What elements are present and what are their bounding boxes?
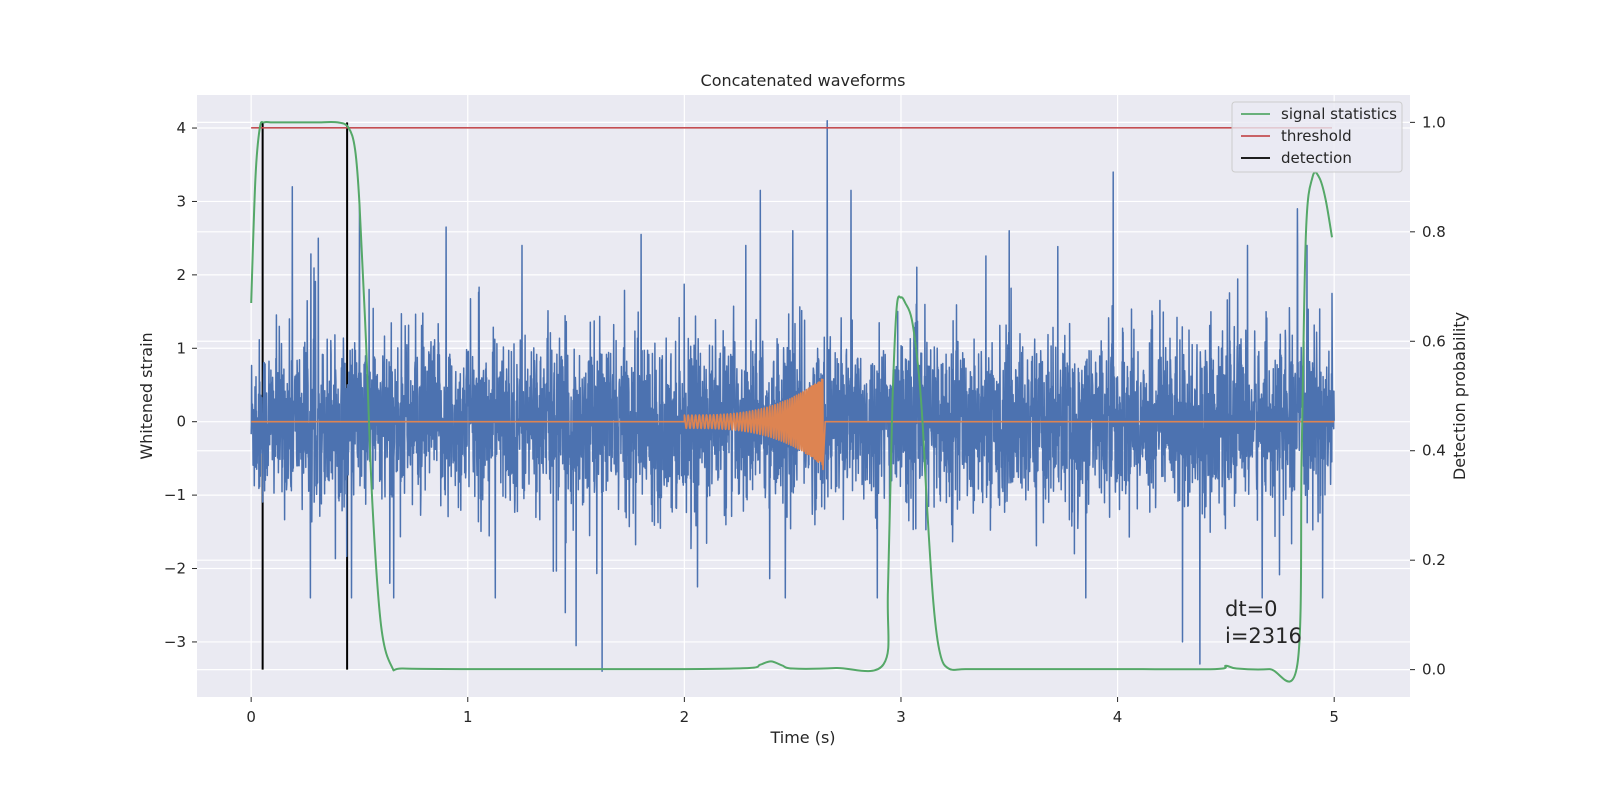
signal-statistics-line [250, 121, 1333, 683]
x-tick-label-1: 1 [463, 708, 473, 726]
annotation-index: i=2316 [1225, 624, 1302, 648]
y-tick-label-3: 0 [176, 413, 186, 431]
y2-axis-label: Detection probability [1450, 312, 1469, 480]
annotation-dt: dt=0 [1225, 597, 1278, 621]
y2-tick-label-2: 0.4 [1422, 442, 1446, 460]
signal-statistics-series [250, 121, 1333, 683]
y-tick-label-5: 2 [176, 266, 186, 284]
legend-box [1231, 101, 1403, 173]
y-tick-label-6: 3 [176, 192, 186, 210]
template-series [251, 378, 1335, 471]
chart-title: Concatenated waveforms [701, 71, 906, 90]
y-axis-left: −3 −2 −1 0 1 2 3 4 [164, 119, 197, 651]
y-tick-label-7: 4 [176, 119, 186, 137]
y-tick-label-0: −3 [164, 633, 186, 651]
y2-tick-label-0: 0.0 [1422, 661, 1446, 679]
y-axis-label: Whitened strain [137, 332, 156, 459]
strain-line [250, 119, 1335, 673]
x-axis-label: Time (s) [769, 728, 835, 747]
y-axis-right: 0.0 0.2 0.4 0.6 0.8 1.0 [1410, 113, 1446, 679]
x-tick-label-4: 4 [1113, 708, 1123, 726]
template-line [251, 378, 1335, 471]
y2-tick-label-5: 1.0 [1422, 113, 1446, 131]
y-tick-label-4: 1 [176, 339, 186, 357]
x-tick-label-3: 3 [896, 708, 906, 726]
x-tick-label-0: 0 [246, 708, 256, 726]
legend: signal statistics threshold detection [1231, 101, 1403, 173]
x-tick-label-5: 5 [1329, 708, 1339, 726]
y2-tick-label-4: 0.8 [1422, 223, 1446, 241]
x-axis: 0 1 2 3 4 5 [246, 697, 1339, 726]
legend-label-detection: detection [1281, 149, 1352, 167]
y-tick-label-1: −2 [164, 560, 186, 578]
legend-label-signal-statistics: signal statistics [1281, 105, 1397, 123]
x-tick-label-2: 2 [680, 708, 690, 726]
y2-tick-label-1: 0.2 [1422, 551, 1446, 569]
strain-series [250, 119, 1335, 673]
legend-label-threshold: threshold [1281, 127, 1352, 145]
y-tick-label-2: −1 [164, 486, 186, 504]
y2-tick-label-3: 0.6 [1422, 332, 1446, 350]
